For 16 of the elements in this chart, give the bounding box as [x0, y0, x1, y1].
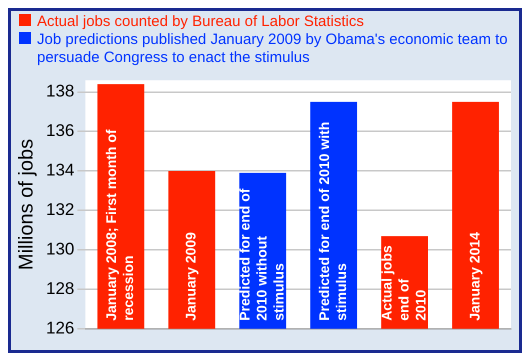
y-tick-label: 134 — [46, 160, 74, 180]
y-tick-label: 136 — [46, 121, 74, 140]
y-tick-label: 138 — [46, 82, 74, 101]
x-tick-label: January 2014 — [466, 232, 482, 321]
x-tick-label: Predicted for end of 2010 without stimulus — [236, 188, 287, 321]
y-tick-label: 126 — [46, 318, 74, 338]
x-tick-label: January 2009 — [182, 232, 199, 321]
y-axis-title: Millions of jobs — [16, 138, 38, 270]
x-tick-label: Predicted for end of 2010 with stimulus — [316, 122, 350, 321]
legend-label: Job predictions published January 2009 by Obama's economic team to persuade Congress to enact the stimulus — [37, 31, 508, 66]
y-tick-label: 130 — [46, 240, 74, 259]
x-tick-label: January 2008; First month of recession — [103, 129, 136, 321]
y-tick-label: 128 — [46, 279, 74, 298]
x-tick-label: Actual jobs end of 2010 — [378, 245, 428, 321]
legend-label: Actual jobs counted by Bureau of Labor Statistics — [37, 13, 364, 30]
y-tick-label: 132 — [46, 200, 74, 220]
